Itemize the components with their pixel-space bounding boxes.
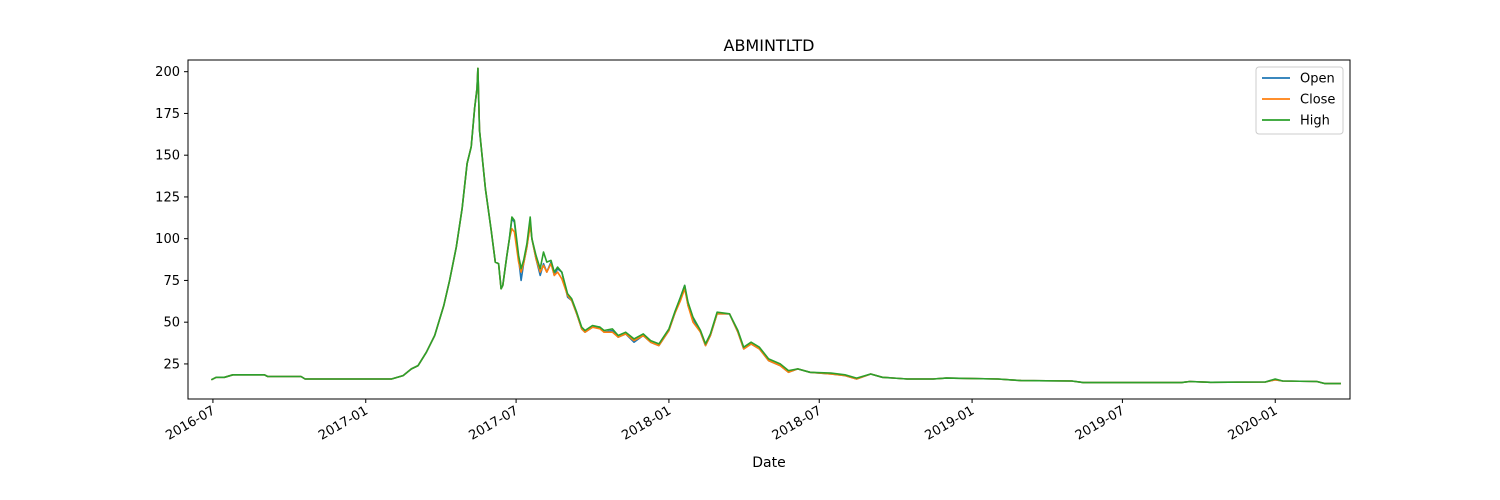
y-tick-label: 100 [155, 232, 180, 247]
y-tick-label: 200 [155, 65, 180, 80]
series-line-high [210, 67, 1341, 385]
legend-box [1255, 66, 1344, 135]
y-tick-label: 175 [155, 107, 180, 122]
legend-label-open: Open [1300, 72, 1335, 87]
x-axis-label: Date [752, 455, 785, 471]
chart-title: ABMINTLTD [724, 36, 815, 55]
y-tick-label: 50 [163, 316, 180, 331]
series-layer [210, 67, 1341, 385]
y-tick-label: 125 [155, 190, 180, 205]
legend-label-high: High [1300, 114, 1330, 129]
plot-frame [187, 59, 1351, 400]
y-tick-label: 75 [163, 274, 180, 289]
legend-label-close: Close [1300, 93, 1335, 108]
y-tick-label: 25 [163, 357, 180, 372]
y-tick-label: 150 [155, 149, 180, 164]
legend: Open Close High [1255, 66, 1344, 135]
